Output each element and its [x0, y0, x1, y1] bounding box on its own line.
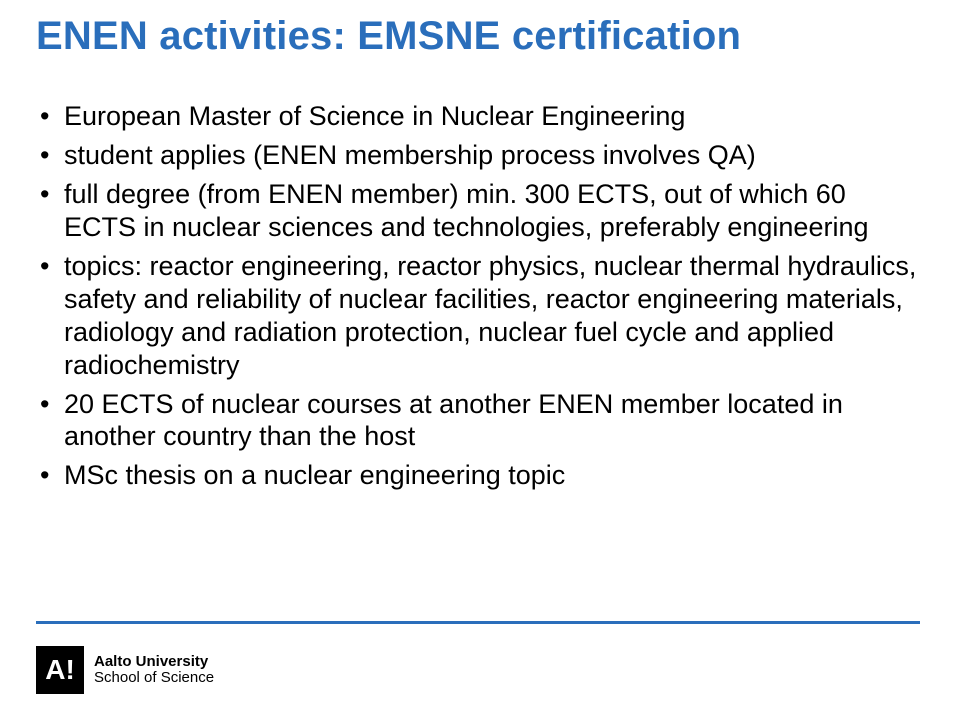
- aalto-logo-icon: A!: [36, 646, 84, 694]
- list-item: 20 ECTS of nuclear courses at another EN…: [36, 388, 924, 454]
- slide: ENEN activities: EMSNE certification Eur…: [0, 0, 960, 716]
- slide-title: ENEN activities: EMSNE certification: [36, 14, 924, 58]
- aalto-logo-text: Aalto University School of Science: [94, 654, 214, 686]
- bullet-list: European Master of Science in Nuclear En…: [36, 100, 924, 492]
- aalto-logo-letter: A!: [45, 656, 75, 684]
- list-item: European Master of Science in Nuclear En…: [36, 100, 924, 133]
- list-item: topics: reactor engineering, reactor phy…: [36, 250, 924, 382]
- list-item: MSc thesis on a nuclear engineering topi…: [36, 459, 924, 492]
- list-item: student applies (ENEN membership process…: [36, 139, 924, 172]
- footer-logo: A! Aalto University School of Science: [36, 646, 214, 694]
- divider-rule: [36, 621, 920, 624]
- list-item: full degree (from ENEN member) min. 300 …: [36, 178, 924, 244]
- aalto-school: School of Science: [94, 670, 214, 686]
- aalto-name: Aalto University: [94, 654, 214, 670]
